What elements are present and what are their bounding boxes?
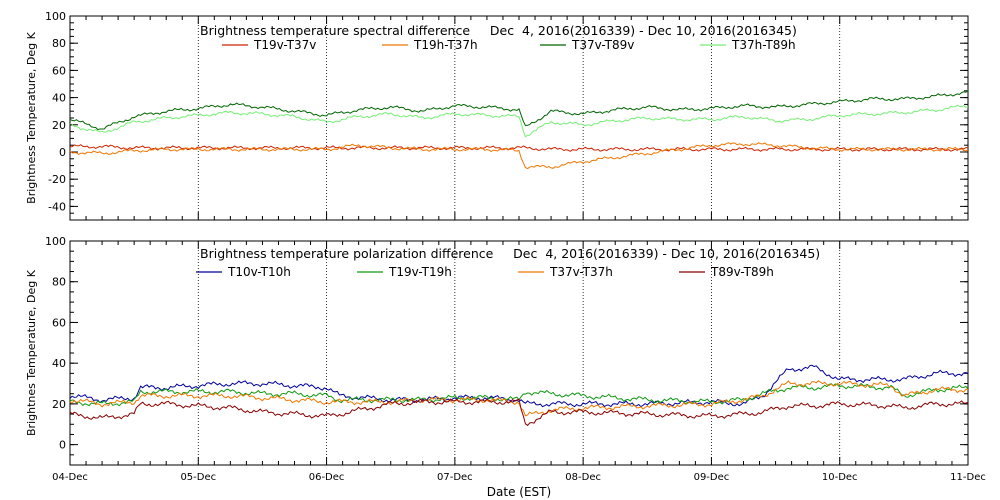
y-tick-label: 60	[52, 316, 66, 329]
y-axis-label: Brightness Temperature, Deg K	[25, 31, 38, 203]
legend-label: T19v-T37v	[253, 38, 316, 52]
legend-label: T37v-T89v	[571, 38, 634, 52]
x-tick-label: 08-Dec	[565, 472, 601, 483]
y-tick-label: 40	[52, 357, 66, 370]
y-tick-label: 0	[59, 439, 66, 452]
series-line-t19v-t37v	[69, 144, 969, 152]
x-axis-label: Date (EST)	[487, 485, 551, 499]
y-tick-label: 20	[52, 119, 66, 132]
x-tick-label: 09-Dec	[694, 472, 730, 483]
y-axis-label: Brightnes Temperature, Deg K	[25, 269, 38, 436]
y-tick-label: 20	[52, 398, 66, 411]
chart-panel-1: -40 -20 0 20 40 60 80 100 Brightness Temperature…	[25, 10, 969, 221]
chart-panel-2: 0 20 40 60 80 100 04-Dec 05-Dec 06-Dec 07-Dec 08-D…	[25, 235, 986, 499]
y-tick-label: 80	[52, 276, 66, 289]
legend-label: T10v-T10h	[227, 265, 291, 279]
y-tick-label: 0	[59, 146, 66, 159]
x-tick-label: 07-Dec	[437, 472, 473, 483]
legend-label: T37v-T37h	[549, 265, 613, 279]
chart-title: Brightness temperature polarization diff…	[200, 246, 820, 261]
y-tick-label: 100	[45, 235, 66, 248]
series-line-t37v-t89v	[69, 90, 969, 131]
x-tick-label: 04-Dec	[52, 472, 88, 483]
y-tick-label: 60	[52, 64, 66, 77]
x-tick-label: 11-Dec	[950, 472, 986, 483]
series-line-t89v-t89h	[69, 398, 969, 427]
series-line-t37v-t37h	[69, 380, 968, 417]
y-tick-label: -20	[48, 173, 66, 186]
y-tick-label: 100	[45, 10, 66, 23]
plot-frame	[69, 240, 969, 466]
y-tick-label: 40	[52, 92, 66, 105]
x-tick-label: 06-Dec	[309, 472, 345, 483]
x-tick-label: 05-Dec	[180, 472, 216, 483]
series-line-t37h-t89h	[69, 104, 969, 138]
x-tick-label: 10-Dec	[822, 472, 858, 483]
legend-label: T19v-T19h	[388, 265, 452, 279]
legend-label: T37h-T89h	[731, 38, 796, 52]
y-tick-label: -40	[48, 200, 66, 213]
y-tick-label: 80	[52, 37, 66, 50]
series-line-t19h-t37h	[69, 142, 969, 170]
chart-title: Brightness temperature spectral differen…	[200, 23, 797, 38]
legend-label: T19h-T37h	[413, 38, 478, 52]
legend-label: T89v-T89h	[710, 265, 774, 279]
